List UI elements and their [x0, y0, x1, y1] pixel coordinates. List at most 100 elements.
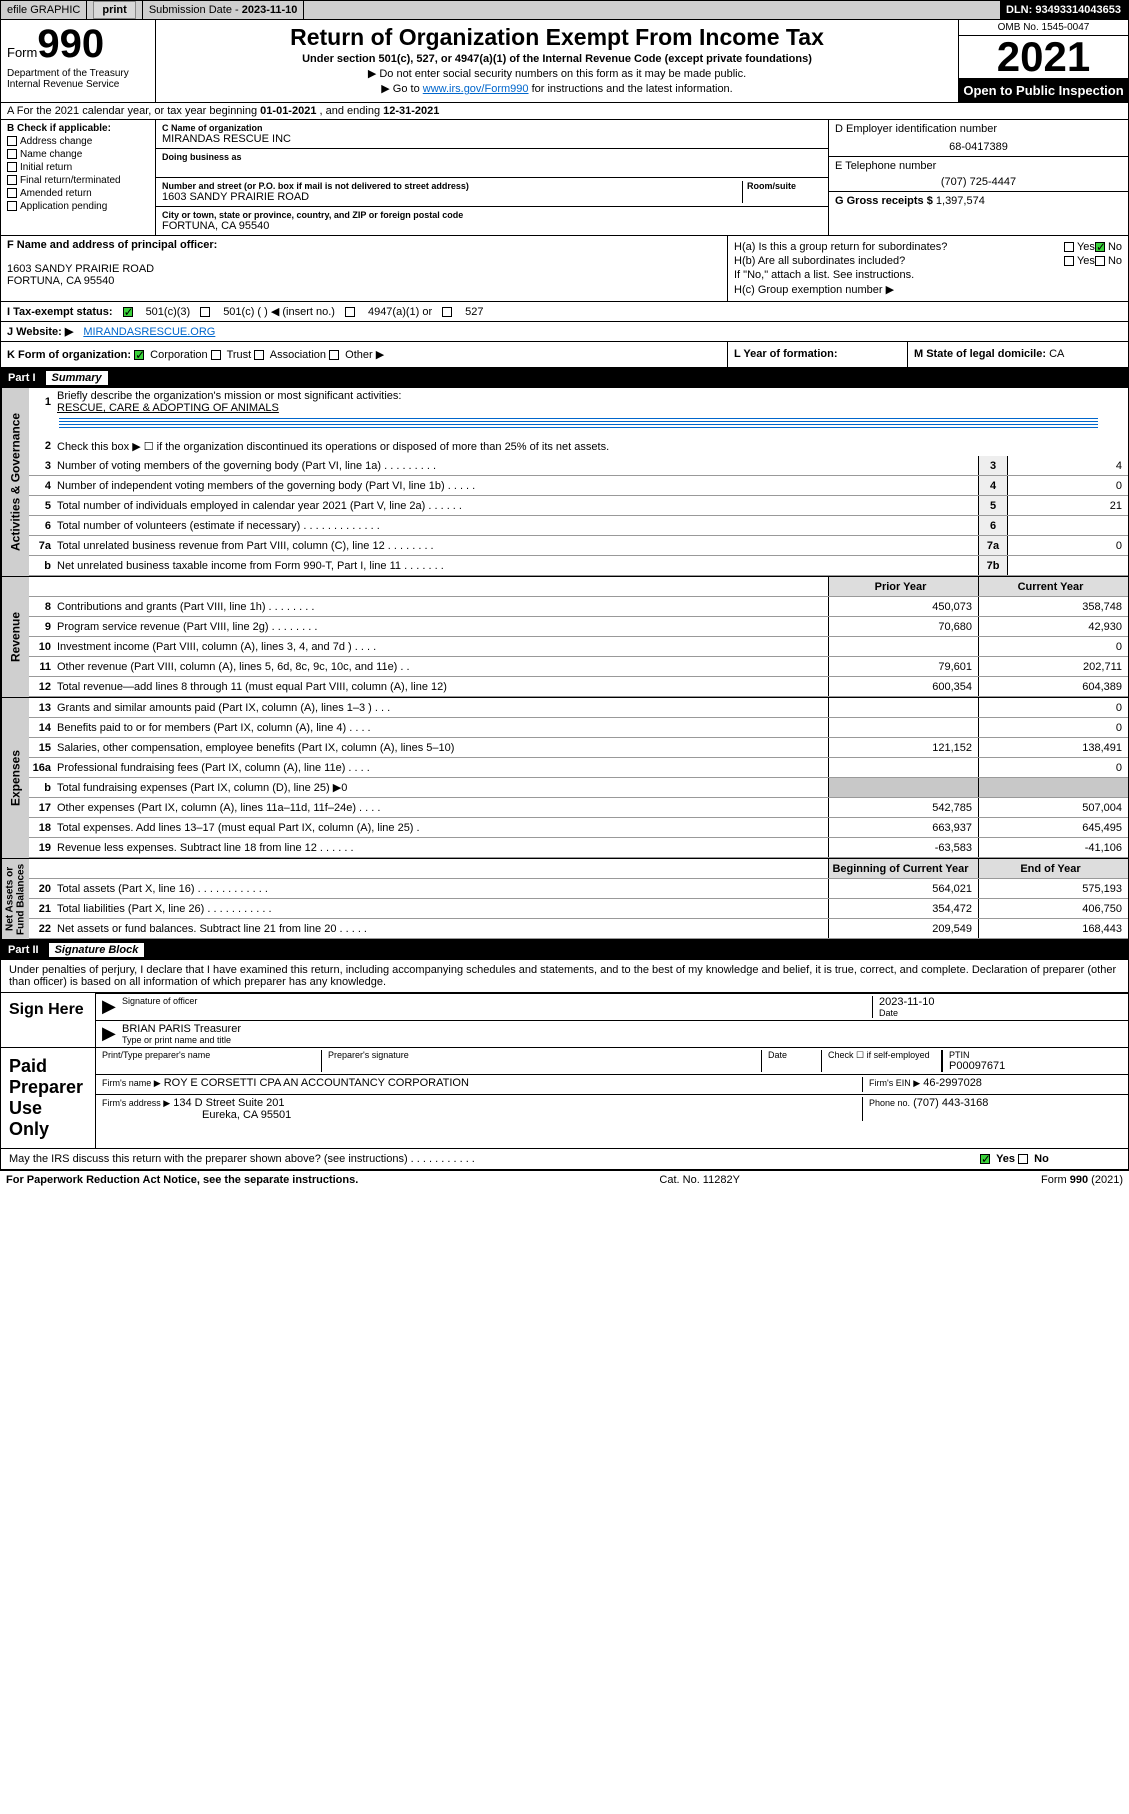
j-label: J Website: ▶ — [7, 325, 73, 338]
phone: (707) 725-4447 — [835, 176, 1122, 188]
row-fh: F Name and address of principal officer:… — [0, 236, 1129, 302]
check-assoc[interactable] — [254, 350, 264, 360]
k-other: Other ▶ — [345, 349, 384, 361]
check-address[interactable] — [7, 136, 17, 146]
room-label: Room/suite — [747, 181, 822, 191]
firm-name-label: Firm's name ▶ — [102, 1078, 161, 1088]
summary-rev: Revenue Prior YearCurrent Year 8Contribu… — [0, 577, 1129, 698]
check-527[interactable] — [442, 307, 452, 317]
note2-pre: ▶ Go to — [381, 83, 422, 95]
part2-header: Part II Signature Block — [0, 940, 1129, 960]
subdate-label: Submission Date - — [149, 4, 242, 16]
col-c: C Name of organization MIRANDAS RESCUE I… — [156, 120, 828, 235]
check-501c3[interactable] — [123, 307, 133, 317]
hdr-prior: Prior Year — [828, 577, 978, 596]
ha-no[interactable] — [1095, 242, 1105, 252]
i-4947: 4947(a)(1) or — [368, 306, 432, 318]
paid-preparer-label: Paid Preparer Use Only — [1, 1048, 96, 1148]
i-501c: 501(c) ( ) ◀ (insert no.) — [223, 305, 335, 318]
b-item: Amended return — [20, 188, 92, 199]
arrow-icon: ▶ — [102, 1023, 122, 1045]
discuss-yes[interactable] — [980, 1154, 990, 1164]
ein: 68-0417389 — [835, 141, 1122, 153]
addr-label: Number and street (or P.O. box if mail i… — [162, 181, 742, 191]
declare-text: Under penalties of perjury, I declare th… — [1, 960, 1128, 992]
firm-name: ROY E CORSETTI CPA AN ACCOUNTANCY CORPOR… — [164, 1077, 469, 1089]
hdr-curr: Current Year — [978, 577, 1128, 596]
check-501c[interactable] — [200, 307, 210, 317]
hb-no[interactable] — [1095, 256, 1105, 266]
sign-here-label: Sign Here — [1, 993, 96, 1047]
summary-exp: Expenses 13Grants and similar amounts pa… — [0, 698, 1129, 859]
open-public: Open to Public Inspection — [959, 79, 1128, 102]
yes-text: Yes — [996, 1153, 1015, 1165]
b-item: Initial return — [20, 162, 72, 173]
col-d: D Employer identification number 68-0417… — [828, 120, 1128, 235]
m-label: M State of legal domicile: — [914, 348, 1046, 360]
row-j: J Website: ▶ MIRANDASRESCUE.ORG — [0, 322, 1129, 342]
note2-link[interactable]: www.irs.gov/Form990 — [423, 83, 529, 95]
check-pending[interactable] — [7, 201, 17, 211]
note2-post: for instructions and the latest informat… — [529, 83, 733, 95]
header: Form990 Department of the Treasury Inter… — [0, 20, 1129, 103]
rowa-begin: 01-01-2021 — [260, 105, 316, 117]
prep-sig-label: Preparer's signature — [328, 1050, 761, 1060]
check-initial[interactable] — [7, 162, 17, 172]
l2-text: Check this box ▶ ☐ if the organization d… — [57, 438, 1128, 455]
prep-name-label: Print/Type preparer's name — [102, 1050, 321, 1060]
check-final[interactable] — [7, 175, 17, 185]
firm-addr1: 134 D Street Suite 201 — [173, 1097, 284, 1109]
no-text: No — [1034, 1153, 1049, 1165]
check-4947[interactable] — [345, 307, 355, 317]
i-527: 527 — [465, 306, 483, 318]
i-label: I Tax-exempt status: — [7, 306, 113, 318]
hdr-beg: Beginning of Current Year — [828, 859, 978, 878]
discuss-no[interactable] — [1018, 1154, 1028, 1164]
yes-text: Yes — [1077, 255, 1095, 267]
no-text: No — [1108, 241, 1122, 253]
b-item: Application pending — [20, 201, 107, 212]
section-b-d: B Check if applicable: Address change Na… — [0, 120, 1129, 236]
ha-yes[interactable] — [1064, 242, 1074, 252]
footer-mid: Cat. No. 11282Y — [659, 1174, 740, 1186]
check-other[interactable] — [329, 350, 339, 360]
dln-label: DLN: 93493314043653 — [1000, 1, 1128, 19]
firm-ein-label: Firm's EIN ▶ — [869, 1078, 920, 1088]
hc-label: H(c) Group exemption number ▶ — [734, 283, 894, 296]
no-text: No — [1108, 255, 1122, 267]
check-amended[interactable] — [7, 188, 17, 198]
rowa-mid: , and ending — [316, 105, 383, 117]
b-item: Address change — [20, 136, 92, 147]
arrow-icon: ▶ — [102, 996, 122, 1018]
website-link[interactable]: MIRANDASRESCUE.ORG — [83, 326, 215, 338]
col-b: B Check if applicable: Address change Na… — [1, 120, 156, 235]
check-trust[interactable] — [211, 350, 221, 360]
tab-net: Net Assets or Fund Balances — [1, 859, 29, 939]
officer-addr1: 1603 SANDY PRAIRIE ROAD — [7, 263, 721, 275]
c-name-label: C Name of organization — [162, 123, 822, 133]
date-label: Date — [768, 1050, 821, 1060]
hb-yes[interactable] — [1064, 256, 1074, 266]
rowa-pre: A For the 2021 calendar year, or tax yea… — [7, 105, 260, 117]
footer: For Paperwork Reduction Act Notice, see … — [0, 1171, 1129, 1189]
print-button[interactable]: print — [93, 1, 135, 19]
k-assoc: Association — [270, 349, 326, 361]
part1-num: Part I — [8, 372, 36, 384]
firm-phone-label: Phone no. — [869, 1098, 910, 1108]
d-label: D Employer identification number — [835, 123, 1122, 135]
check-name[interactable] — [7, 149, 17, 159]
tab-rev: Revenue — [1, 577, 29, 697]
date-label: Date — [879, 1008, 1122, 1018]
check-corp[interactable] — [134, 350, 144, 360]
row-a: A For the 2021 calendar year, or tax yea… — [0, 103, 1129, 120]
row-klm: K Form of organization: Corporation Trus… — [0, 342, 1129, 368]
footer-left: For Paperwork Reduction Act Notice, see … — [6, 1174, 358, 1186]
f-label: F Name and address of principal officer: — [7, 239, 217, 251]
form-label: Form — [7, 45, 37, 60]
firm-ein: 46-2997028 — [923, 1077, 982, 1089]
sig-officer-label: Signature of officer — [122, 996, 872, 1006]
ptin-value: P00097671 — [949, 1060, 1122, 1072]
yes-text: Yes — [1077, 241, 1095, 253]
mission-text: RESCUE, CARE & ADOPTING OF ANIMALS — [57, 402, 279, 414]
part2-title: Signature Block — [49, 943, 145, 957]
